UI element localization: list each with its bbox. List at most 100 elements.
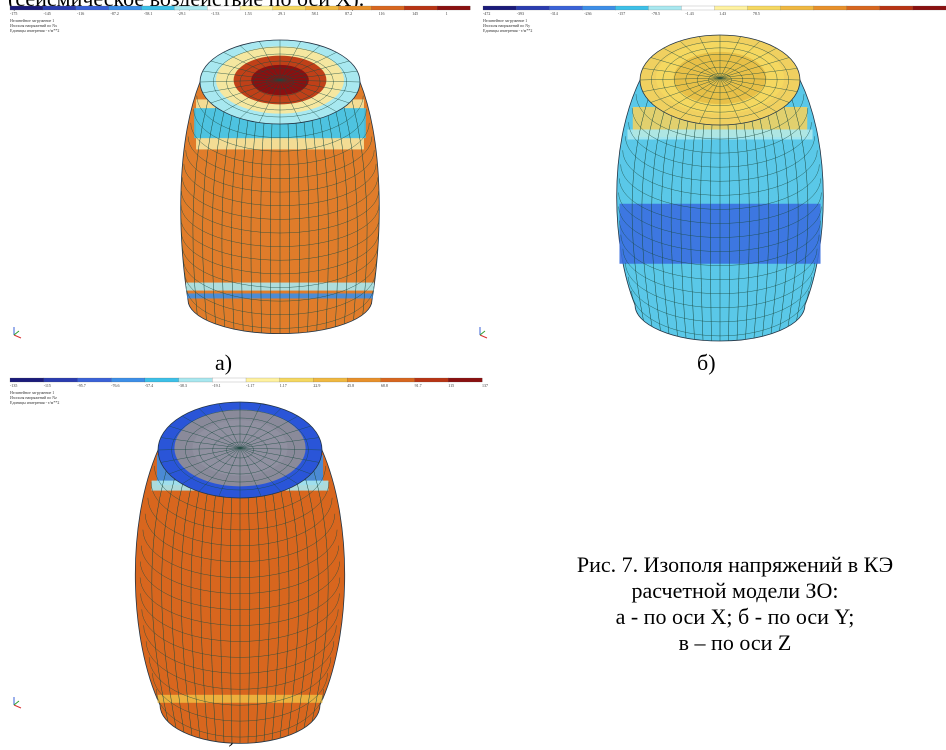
scale-swatch — [847, 6, 880, 10]
scale-label: -1.53 — [211, 11, 219, 16]
axis — [14, 701, 19, 705]
scale-label: 137 — [482, 383, 488, 388]
scale-label: 58.1 — [312, 11, 319, 16]
scale-label: -95.7 — [77, 383, 85, 388]
scale-swatch — [404, 6, 437, 10]
figure-label: б) — [697, 350, 716, 375]
axis — [14, 335, 21, 338]
axis-glyph — [480, 327, 487, 338]
axis — [14, 331, 19, 335]
scale-label: -115 — [44, 383, 51, 388]
caption-line: расчетной модели ЗО: — [631, 578, 838, 603]
scale-label: 1.53 — [245, 11, 252, 16]
scale-swatch — [246, 378, 280, 382]
scale-label: -236 — [584, 11, 591, 16]
scale-swatch — [814, 6, 847, 10]
legend-line: Единицы измерения - т/м**2 — [10, 400, 59, 405]
scale-swatch — [549, 6, 582, 10]
scale-label: 22.9 — [313, 383, 320, 388]
scale-swatch — [273, 6, 306, 10]
scale-label: -175 — [10, 11, 17, 16]
scale-swatch — [913, 6, 946, 10]
scale-label: -1.43 — [685, 11, 693, 16]
scale-label: 1 — [446, 11, 448, 16]
scale-swatch — [212, 378, 246, 382]
scale-swatch — [748, 6, 781, 10]
color-scale: -175-145-116-87.2-58.1-29.1-1.531.5329.1… — [10, 6, 470, 33]
scale-swatch — [207, 6, 240, 10]
scale-swatch — [145, 378, 179, 382]
color-scale: -472-393-314-236-157-78.5-1.431.4378.5Не… — [483, 6, 946, 33]
figure-label: а) — [215, 350, 232, 375]
scale-swatch — [10, 378, 44, 382]
scale-label: 68.8 — [381, 383, 388, 388]
scale-swatch — [313, 378, 347, 382]
caption-line: а - по оси X; б - по оси Y; — [616, 604, 855, 629]
fe-model — [617, 35, 824, 341]
scale-label: -135 — [10, 383, 17, 388]
scale-swatch — [615, 6, 648, 10]
scale-swatch — [415, 378, 449, 382]
scale-swatch — [347, 378, 381, 382]
scale-swatch — [280, 378, 314, 382]
scale-label: -76.6 — [111, 383, 119, 388]
scale-label: 78.5 — [753, 11, 760, 16]
scale-swatch — [715, 6, 748, 10]
scale-swatch — [381, 378, 415, 382]
scale-label: 145 — [412, 11, 418, 16]
scale-swatch — [77, 378, 111, 382]
scale-label: -1.17 — [246, 383, 254, 388]
scale-label: -38.3 — [179, 383, 187, 388]
scale-swatch — [781, 6, 814, 10]
scale-label: -393 — [517, 11, 524, 16]
scale-label: -472 — [483, 11, 490, 16]
scale-label: -314 — [550, 11, 557, 16]
scale-label: 45.8 — [347, 383, 354, 388]
scale-label: -78.5 — [652, 11, 660, 16]
scale-label: 1.43 — [719, 11, 726, 16]
scale-swatch — [240, 6, 273, 10]
caption-line: в – по оси Z — [679, 630, 792, 655]
scale-swatch — [10, 6, 43, 10]
scale-label: 91.7 — [415, 383, 422, 388]
fe-model — [181, 40, 380, 334]
scale-label: 29.1 — [278, 11, 285, 16]
scale-label: 87.2 — [345, 11, 352, 16]
scale-swatch — [109, 6, 142, 10]
caption-line: Рис. 7. Изополя напряжений в КЭ — [577, 552, 893, 577]
scale-label: -58.1 — [144, 11, 152, 16]
scale-swatch — [448, 378, 482, 382]
scale-label: -116 — [77, 11, 84, 16]
scale-label: 1.17 — [280, 383, 287, 388]
axis-glyph — [14, 697, 21, 708]
scale-swatch — [43, 6, 76, 10]
legend-line: Единицы измерения - т/м**2 — [483, 28, 532, 33]
legend-line: Единицы измерения - т/м**2 — [10, 28, 59, 33]
scale-swatch — [76, 6, 109, 10]
scale-swatch — [306, 6, 339, 10]
scale-swatch — [141, 6, 174, 10]
axis-glyph — [14, 327, 21, 338]
color-scale: -135 -115 -95.7 -76.6 -57.4 -38.3 -19.1 -1.17 1.… — [10, 378, 488, 405]
fe-model — [135, 402, 344, 743]
caption: Рис. 7. Изополя напряжений в КЭ расчетно… — [577, 552, 893, 655]
scale-swatch — [681, 6, 714, 10]
scale-swatch — [648, 6, 681, 10]
page: (сейсмическое воздействие по оси Х). а) … — [0, 0, 946, 750]
scale-swatch — [179, 378, 213, 382]
scale-label: 116 — [379, 11, 385, 16]
scale-swatch — [880, 6, 913, 10]
axis — [14, 705, 21, 708]
scale-swatch — [339, 6, 372, 10]
axis — [480, 335, 487, 338]
scale-label: 115 — [448, 383, 454, 388]
scale-swatch — [371, 6, 404, 10]
scale-label: -157 — [618, 11, 625, 16]
scale-label: -19.1 — [212, 383, 220, 388]
scale-swatch — [582, 6, 615, 10]
scale-label: -145 — [44, 11, 51, 16]
scale-swatch — [44, 378, 78, 382]
scale-swatch — [516, 6, 549, 10]
scale-label: -57.4 — [145, 383, 153, 388]
scale-swatch — [437, 6, 470, 10]
